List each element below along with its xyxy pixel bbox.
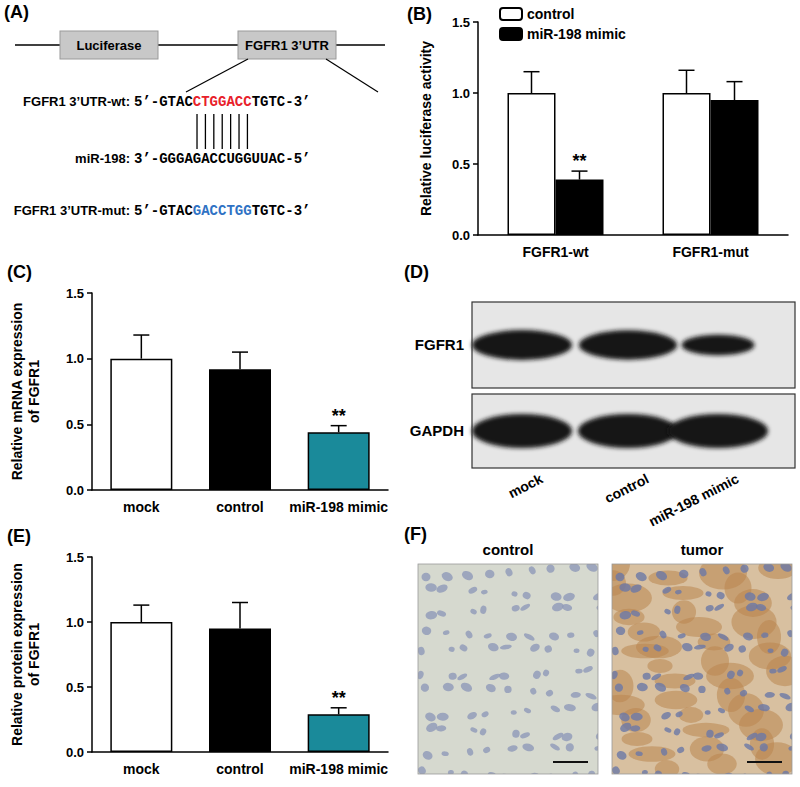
svg-text:GAPDH: GAPDH [410,422,464,439]
svg-text:control: control [527,6,574,22]
svg-text:control: control [483,541,534,558]
svg-text:mock: mock [123,761,160,777]
svg-text:miR-198 mimic: miR-198 mimic [289,499,388,515]
svg-text:mock: mock [123,499,160,515]
svg-text:control: control [216,761,263,777]
svg-text:Relative protein expression: Relative protein expression [9,563,25,746]
svg-text:(D): (D) [404,262,429,282]
svg-text:mock: mock [506,470,546,501]
svg-text:miR-198 mimic: miR-198 mimic [527,26,626,42]
svg-text:0.0: 0.0 [452,228,470,243]
svg-text:control: control [216,499,263,515]
svg-text:0.5: 0.5 [452,157,470,172]
svg-text:FGFR1 3’UTR: FGFR1 3’UTR [245,38,329,53]
svg-text:tumor: tumor [681,541,724,558]
svg-text:1.0: 1.0 [66,615,84,630]
svg-text:FGFR1 3’UTR-wt:: FGFR1 3’UTR-wt: [23,94,130,109]
svg-text:0.5: 0.5 [66,417,84,432]
svg-text:1.0: 1.0 [452,86,470,101]
svg-text:Luciferase: Luciferase [76,38,141,53]
svg-text:5’-GTACGACCTGGTGTC-3’: 5’-GTACGACCTGGTGTC-3’ [134,203,310,219]
svg-text:5’-GTACCTGGACCTGTC-3’: 5’-GTACCTGGACCTGTC-3’ [134,94,310,110]
svg-text:**: ** [332,688,346,708]
svg-text:1.5: 1.5 [452,15,470,30]
svg-text:**: ** [572,151,586,171]
svg-text:miR-198 mimic: miR-198 mimic [289,761,388,777]
svg-text:control: control [602,470,652,506]
svg-text:Relative luciferase activity: Relative luciferase activity [418,41,434,216]
svg-text:of FGFR1: of FGFR1 [26,360,42,423]
svg-text:(A): (A) [4,2,29,22]
svg-text:FGFR1: FGFR1 [415,336,464,353]
svg-text:1.5: 1.5 [66,286,84,301]
svg-text:Relative mRNA expression: Relative mRNA expression [9,303,25,481]
svg-text:miR-198:: miR-198: [75,151,130,166]
svg-text:FGFR1-mut: FGFR1-mut [672,244,749,260]
svg-text:FGFR1 3’UTR-mut:: FGFR1 3’UTR-mut: [14,203,130,218]
svg-text:(E): (E) [7,526,31,546]
svg-text:of FGFR1: of FGFR1 [26,623,42,686]
svg-text:miR-198 mimic: miR-198 mimic [646,470,742,529]
svg-text:0.0: 0.0 [66,745,84,760]
svg-text:(B): (B) [407,4,432,24]
svg-text:(F): (F) [404,524,427,544]
svg-text:3’-GGGAGACCUGGUUAC-5’: 3’-GGGAGACCUGGUUAC-5’ [134,151,310,167]
svg-text:FGFR1-wt: FGFR1-wt [522,244,588,260]
svg-text:1.5: 1.5 [66,550,84,565]
svg-text:0.5: 0.5 [66,680,84,695]
svg-text:1.0: 1.0 [66,351,84,366]
svg-text:(C): (C) [7,262,32,282]
svg-text:**: ** [332,406,346,426]
svg-text:0.0: 0.0 [66,483,84,498]
